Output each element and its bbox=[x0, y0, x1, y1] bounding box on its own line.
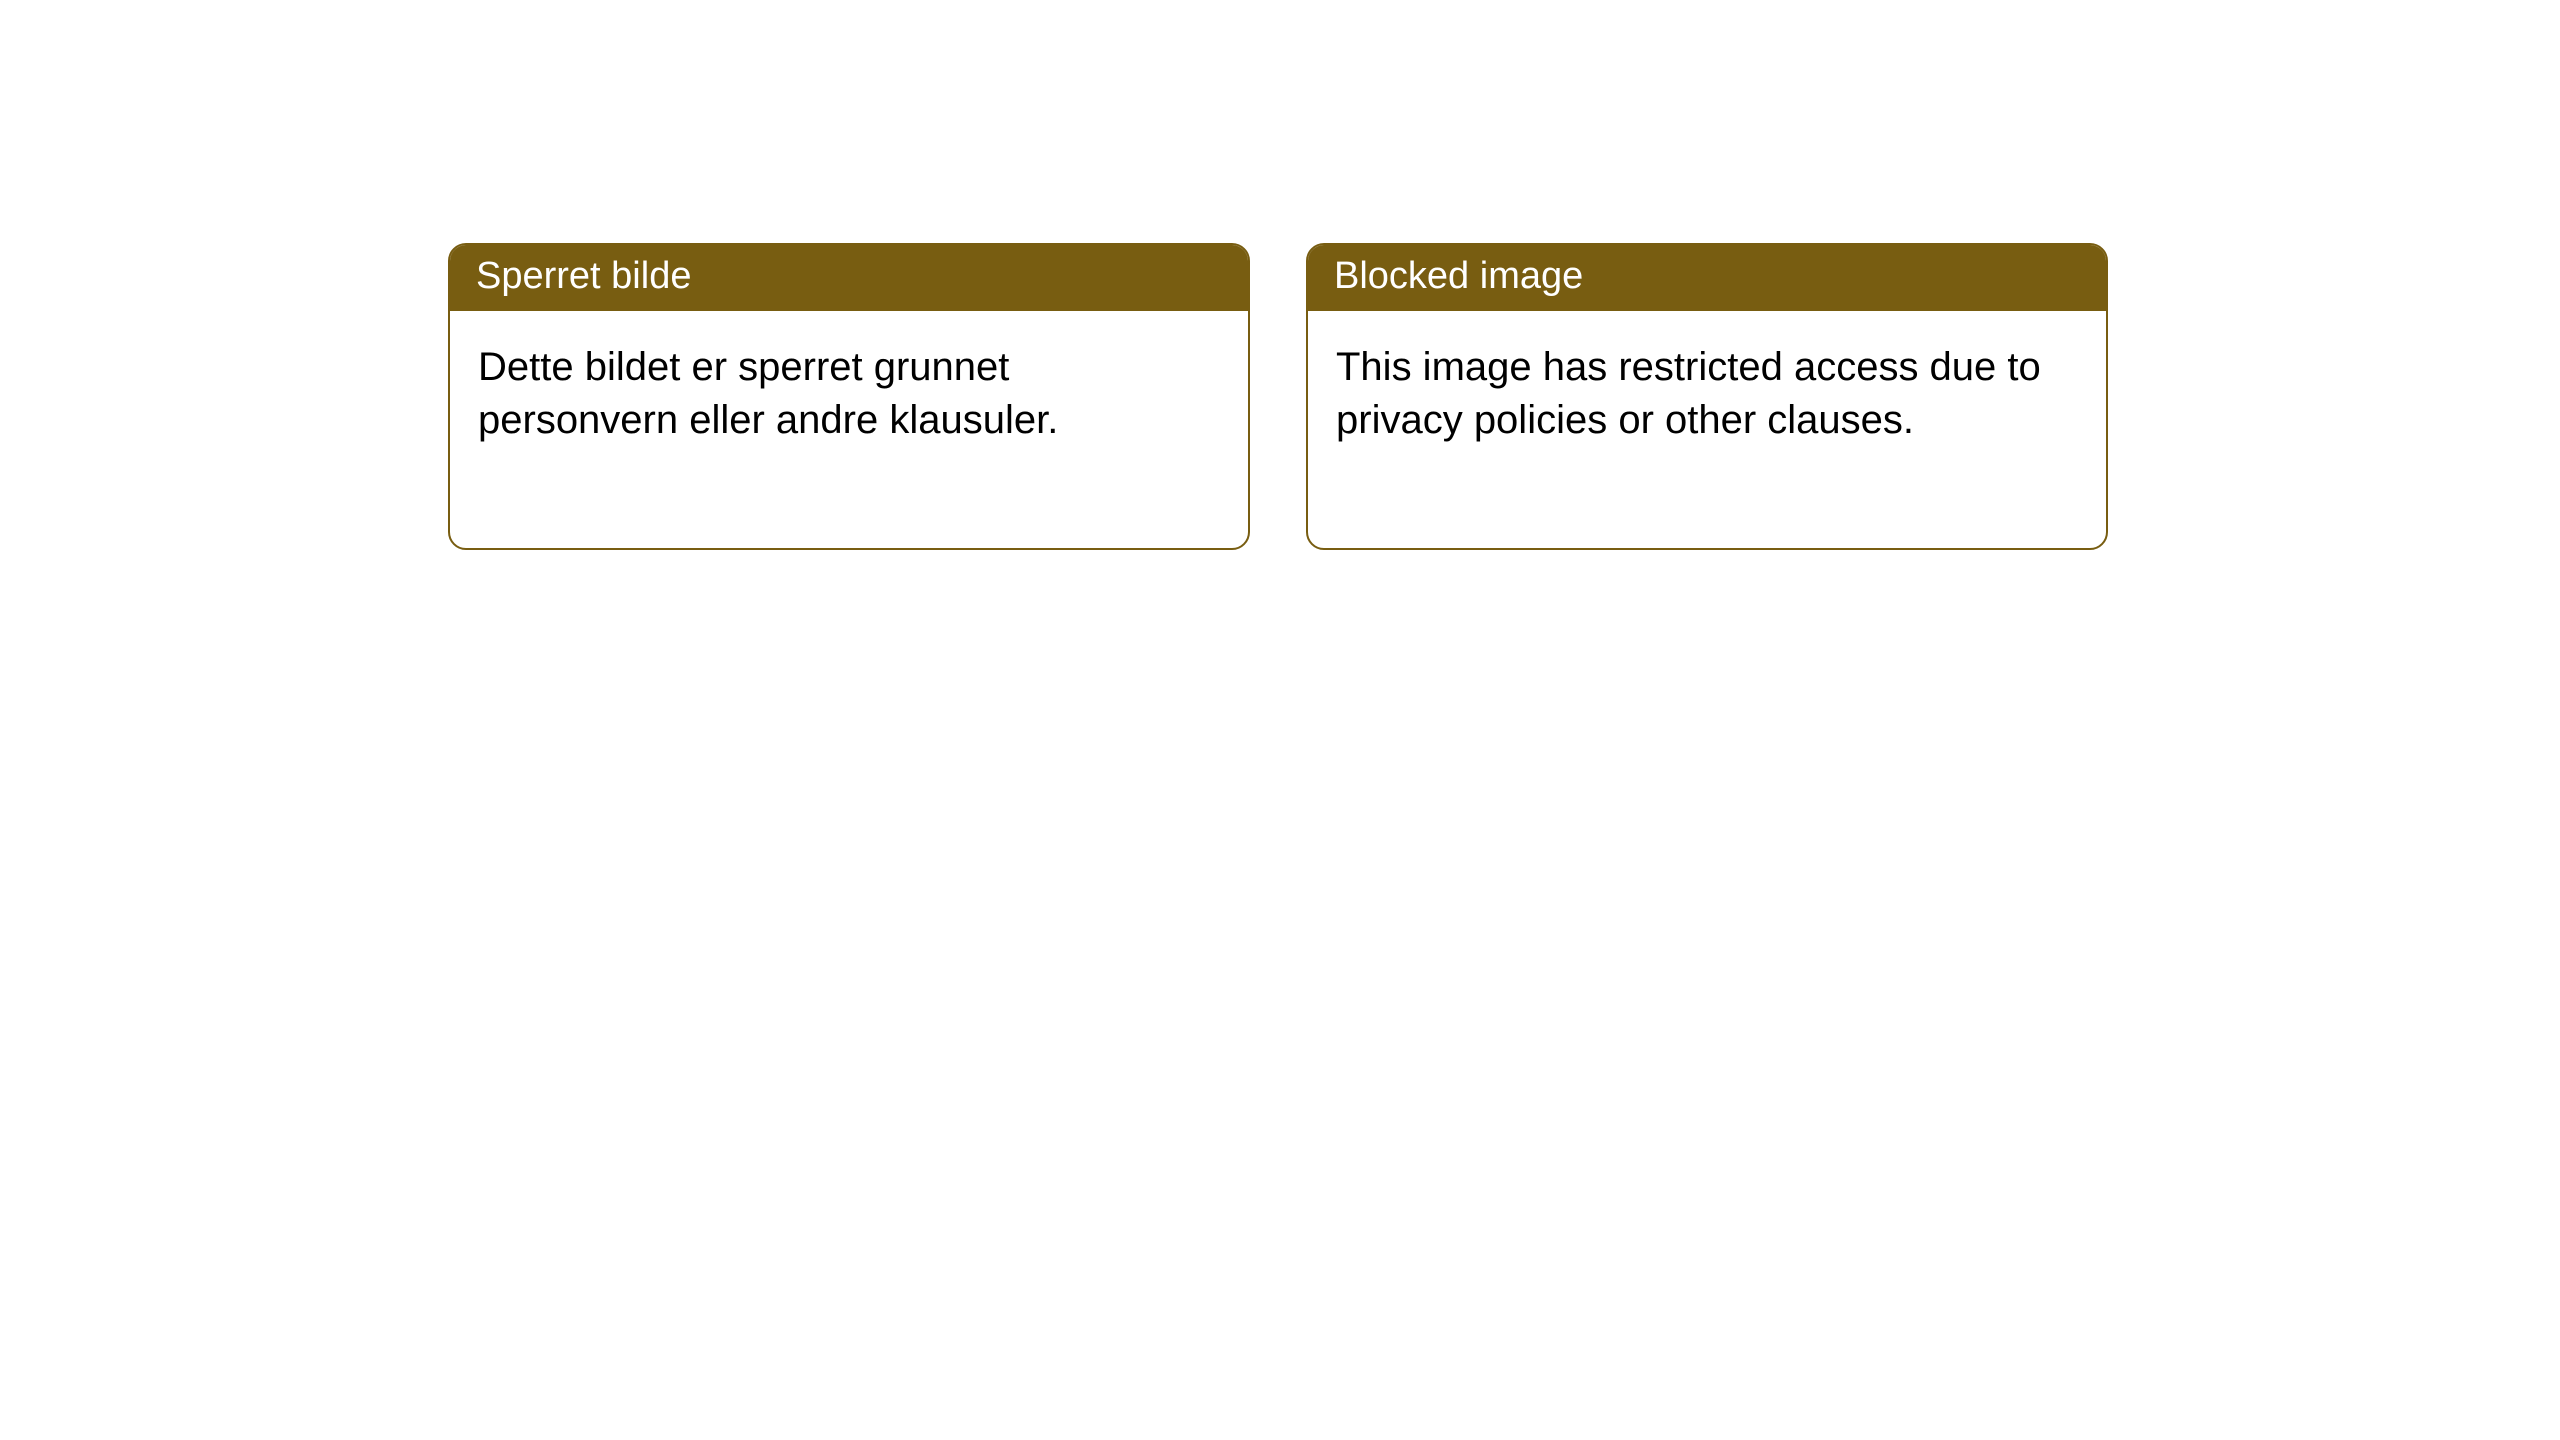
notice-card-title: Blocked image bbox=[1308, 245, 2106, 311]
notice-card-title: Sperret bilde bbox=[450, 245, 1248, 311]
notice-card-body: This image has restricted access due to … bbox=[1308, 311, 2106, 548]
notice-card-body: Dette bildet er sperret grunnet personve… bbox=[450, 311, 1248, 548]
notice-card-norwegian: Sperret bilde Dette bildet er sperret gr… bbox=[448, 243, 1250, 550]
notice-card-english: Blocked image This image has restricted … bbox=[1306, 243, 2108, 550]
notice-container: Sperret bilde Dette bildet er sperret gr… bbox=[448, 243, 2108, 550]
